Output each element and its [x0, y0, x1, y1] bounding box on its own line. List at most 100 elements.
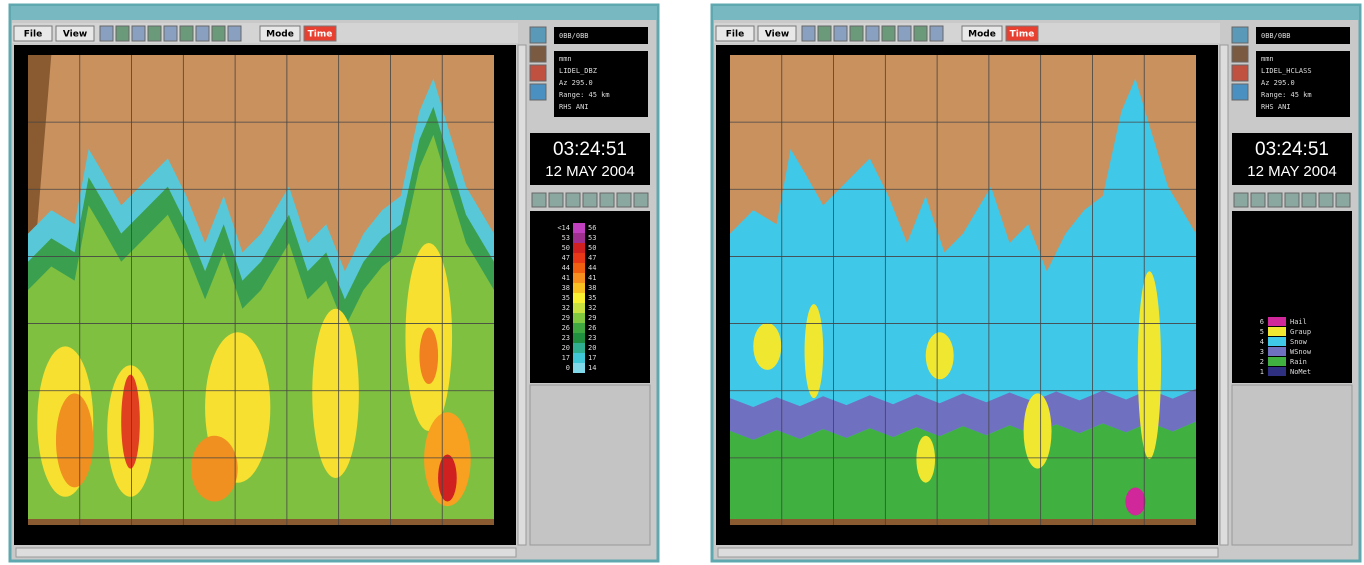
tool-icon[interactable]	[100, 26, 113, 41]
tool-icon[interactable]	[898, 26, 911, 41]
legend-high: 38	[588, 284, 596, 292]
legend-swatch	[1268, 347, 1286, 356]
panel-tool[interactable]	[1268, 193, 1282, 207]
side-icon[interactable]	[1232, 46, 1248, 62]
view-menu-label[interactable]: View	[765, 30, 789, 40]
side-icon[interactable]	[1232, 65, 1248, 81]
side-icon[interactable]	[530, 46, 546, 62]
legend-high: 35	[588, 294, 596, 302]
side-icon[interactable]	[530, 27, 546, 43]
info-line: Az 295.0	[1261, 79, 1295, 87]
tool-icon[interactable]	[116, 26, 129, 41]
class-graup	[1138, 271, 1161, 459]
mode-button-label[interactable]: Mode	[266, 30, 294, 40]
panel-tool[interactable]	[566, 193, 580, 207]
tool-icon[interactable]	[212, 26, 225, 41]
panel-tool[interactable]	[634, 193, 648, 207]
tool-icon[interactable]	[132, 26, 145, 41]
status-text: 0BB/0BB	[559, 32, 589, 40]
legend-swatch	[1268, 357, 1286, 366]
legend-low: 29	[562, 314, 570, 322]
panel-tool[interactable]	[1336, 193, 1350, 207]
info-line: Range: 45 km	[559, 91, 610, 99]
tool-icon[interactable]	[802, 26, 815, 41]
legend-swatch	[1268, 327, 1286, 336]
side-icon[interactable]	[1232, 27, 1248, 43]
mode-button-label[interactable]: Mode	[968, 30, 996, 40]
tool-icon[interactable]	[834, 26, 847, 41]
legend-num: 5	[1260, 328, 1264, 336]
legend-swatch	[1268, 317, 1286, 326]
legend-swatch	[1268, 337, 1286, 346]
legend-high: 44	[588, 264, 596, 272]
tool-icon[interactable]	[196, 26, 209, 41]
h-scrollbar[interactable]	[718, 548, 1218, 557]
legend-high: 50	[588, 244, 596, 252]
tool-icon[interactable]	[148, 26, 161, 41]
h-scrollbar[interactable]	[16, 548, 516, 557]
ground	[730, 519, 1196, 525]
tool-icon[interactable]	[850, 26, 863, 41]
panel-tool[interactable]	[549, 193, 563, 207]
legend-low: 32	[562, 304, 570, 312]
legend-num: 1	[1260, 368, 1264, 376]
tool-icon[interactable]	[228, 26, 241, 41]
side-icon[interactable]	[530, 65, 546, 81]
panel-tool[interactable]	[1319, 193, 1333, 207]
status-text: 0BB/0BB	[1261, 32, 1291, 40]
echo-cell	[438, 455, 457, 502]
legend-low: 41	[562, 274, 570, 282]
info-line: Az 295.0	[559, 79, 593, 87]
mode-value-label[interactable]: Time	[1010, 30, 1035, 40]
legend-low: 35	[562, 294, 570, 302]
panel-grey	[530, 385, 650, 545]
v-scrollbar[interactable]	[1220, 45, 1228, 545]
legend-low: 44	[562, 264, 570, 272]
panel-tool[interactable]	[1285, 193, 1299, 207]
tool-icon[interactable]	[866, 26, 879, 41]
class-graup	[805, 304, 824, 398]
panel-tool[interactable]	[617, 193, 631, 207]
mode-value-label[interactable]: Time	[308, 30, 333, 40]
legend-name: Hail	[1290, 318, 1307, 326]
side-icon[interactable]	[1232, 84, 1248, 100]
tool-icon[interactable]	[882, 26, 895, 41]
panel-tool[interactable]	[532, 193, 546, 207]
legend-name: Graup	[1290, 328, 1311, 336]
v-scrollbar[interactable]	[518, 45, 526, 545]
legend-low: 50	[562, 244, 570, 252]
panel-tool[interactable]	[600, 193, 614, 207]
echo-cell	[56, 393, 93, 487]
legend-name: WSnow	[1290, 348, 1312, 356]
panel-tool[interactable]	[1234, 193, 1248, 207]
panel-tool[interactable]	[1251, 193, 1265, 207]
legend-swatch	[573, 253, 585, 263]
legend-high: 20	[588, 344, 596, 352]
side-icon[interactable]	[530, 84, 546, 100]
clock-date: 12 MAY 2004	[1247, 163, 1337, 180]
legend-swatch	[573, 363, 585, 373]
view-menu-label[interactable]: View	[63, 30, 87, 40]
legend-num: 2	[1260, 358, 1264, 366]
ground	[28, 519, 494, 525]
tool-icon[interactable]	[914, 26, 927, 41]
legend-high: 32	[588, 304, 596, 312]
tool-icon[interactable]	[180, 26, 193, 41]
file-menu-label[interactable]: File	[24, 30, 42, 40]
class-graup	[916, 436, 935, 483]
panel-tool[interactable]	[1302, 193, 1316, 207]
echo-cell	[121, 375, 140, 469]
legend-swatch	[573, 233, 585, 243]
info-line: LIDEL_DBZ	[559, 67, 597, 75]
file-menu-label[interactable]: File	[726, 30, 744, 40]
panel-grey	[1232, 385, 1352, 545]
info-line: mmn	[1261, 55, 1274, 63]
legend-name: NoMet	[1290, 368, 1311, 376]
legend-swatch	[573, 323, 585, 333]
tool-icon[interactable]	[818, 26, 831, 41]
panel-tool[interactable]	[583, 193, 597, 207]
legend-low: <14	[557, 224, 570, 232]
legend-swatch	[573, 333, 585, 343]
tool-icon[interactable]	[930, 26, 943, 41]
tool-icon[interactable]	[164, 26, 177, 41]
